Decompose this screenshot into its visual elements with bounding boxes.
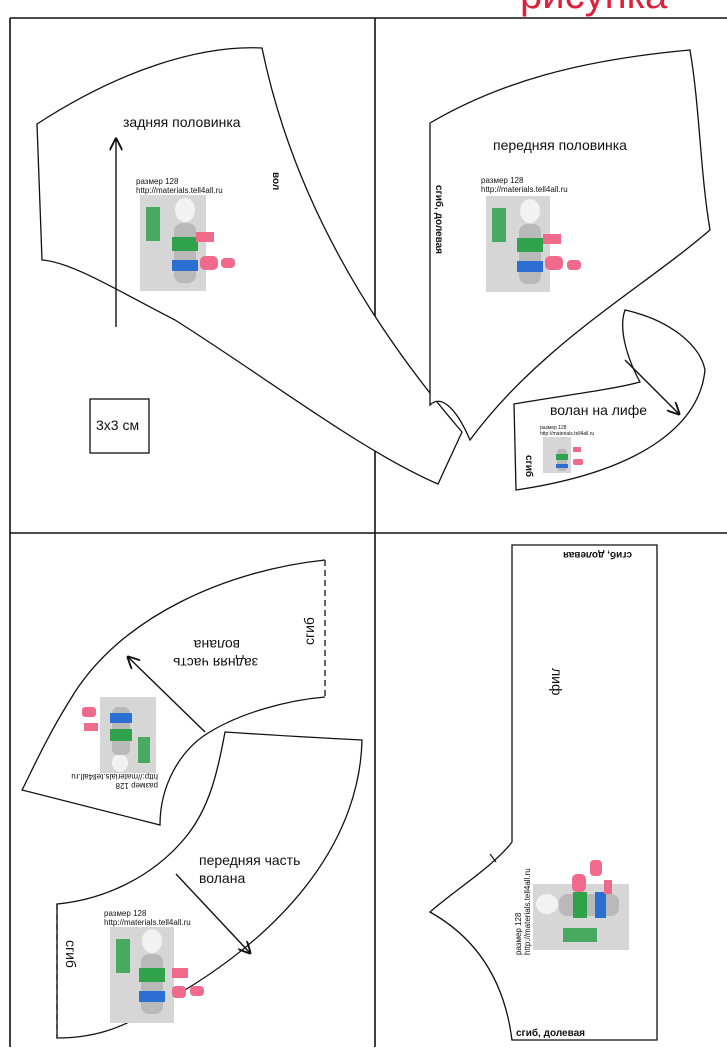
ruffle-back-swatch (82, 707, 98, 731)
piece-back-half: задняя половинка вол размер 128 http://m… (36, 47, 463, 485)
bodice-ruffle-fold-label: сгиб (523, 455, 535, 477)
ruffle-back-fold-label: сгиб (301, 617, 317, 645)
back-half-size-text: размер 128 (136, 177, 179, 186)
header-title: рисунка (520, 0, 668, 17)
piece-bodice-ruffle: волан на лифе сгиб размер 128 http://mat… (513, 309, 706, 491)
bodice-swatch (572, 860, 612, 894)
bodice-photo (533, 884, 629, 950)
ruffle-back-url-text: http://materials.tell4all.ru (71, 772, 158, 781)
ruffle-back-label-line2: волана (194, 637, 240, 653)
piece-bodice: лиф сгиб, долевая сгиб, долевая размер 1… (428, 544, 658, 1041)
back-half-label: задняя половинка (123, 114, 241, 130)
sheet-grid (9, 17, 727, 1047)
bodice-fold-bottom: сгиб, долевая (516, 1027, 585, 1039)
front-half-photo (486, 196, 550, 292)
bodice-size-text: размер 128 (514, 912, 523, 955)
bodice-fold-top: сгиб, долевая (563, 549, 632, 561)
ruffle-front-fold-label: сгиб (63, 940, 79, 968)
piece-ruffle-front: передняя часть волана сгиб размер 128 ht… (56, 731, 363, 1039)
ruffle-front-photo (110, 927, 174, 1023)
bodice-ruffle-label: волан на лифе (550, 402, 647, 418)
ruffle-front-url-text: http://materials.tell4all.ru (104, 918, 191, 927)
ruffle-front-label-line2: волана (199, 870, 245, 886)
ruffle-front-size-text: размер 128 (104, 909, 147, 918)
ruffle-front-swatch (172, 968, 204, 998)
ruffle-front-label-line1: передняя часть (199, 852, 300, 868)
front-half-url-text: http://materials.tell4all.ru (481, 185, 568, 194)
ruffle-back-size-text: размер 128 (115, 781, 158, 790)
front-half-label: передняя половинка (493, 137, 627, 153)
ruffle-back-photo (100, 697, 156, 773)
back-half-url-text: http://materials.tell4all.ru (136, 186, 223, 195)
piece-front-half: передняя половинка сгиб, долевая размер … (429, 49, 711, 442)
back-half-fold-label: вол (270, 172, 281, 190)
bodice-ruffle-size-text: размер 128 (540, 425, 567, 431)
ruffle-back-label-line1: задняя часть (173, 655, 258, 671)
bodice-label: лиф (549, 668, 565, 696)
back-half-swatch (196, 232, 235, 270)
bodice-ruffle-photo (543, 437, 583, 473)
back-half-photo (140, 195, 206, 291)
scale-box: 3x3 см (89, 398, 150, 454)
piece-ruffle-back: задняя часть волана сгиб размер 128 http… (21, 559, 326, 826)
front-half-swatch (543, 234, 581, 270)
scale-box-label: 3x3 см (96, 417, 139, 433)
bodice-ruffle-url-text: http://materials.tell4all.ru (540, 431, 594, 437)
bodice-url-text: http://materials.tell4all.ru (523, 868, 532, 955)
front-half-size-text: размер 128 (481, 176, 524, 185)
front-half-fold-label: сгиб, долевая (433, 185, 445, 254)
